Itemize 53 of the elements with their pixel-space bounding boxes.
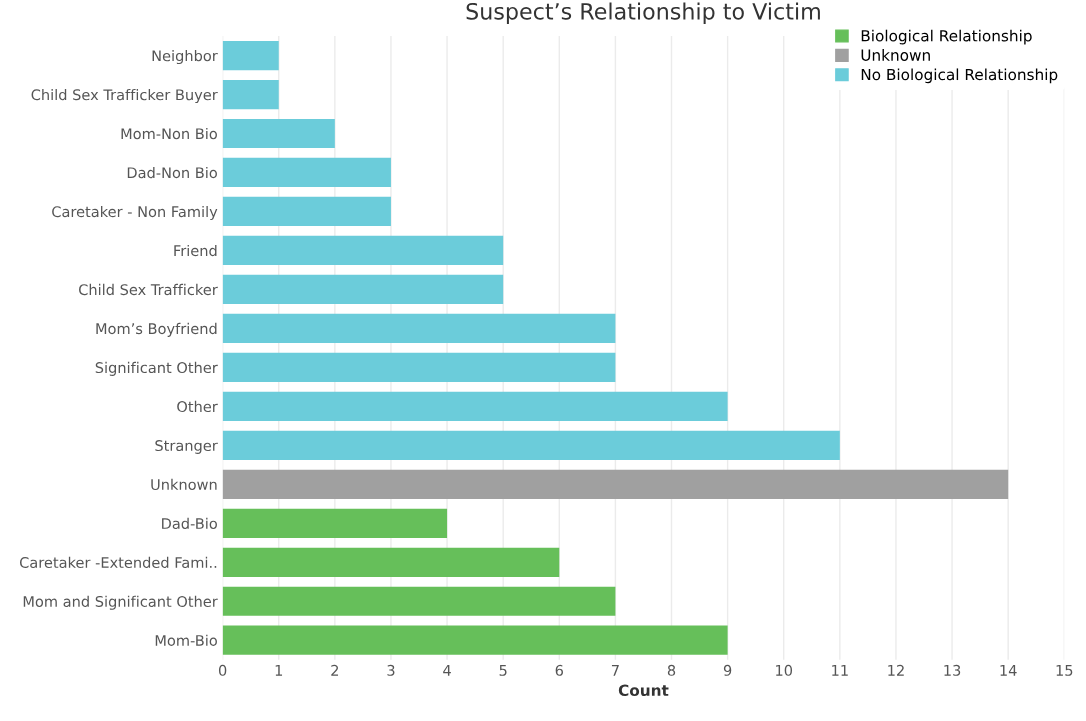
bar	[222, 274, 504, 305]
bar	[222, 157, 391, 188]
y-tick-label: Unknown	[151, 478, 217, 491]
x-tick-label: 6	[555, 664, 564, 676]
bar	[222, 352, 616, 382]
y-tick-label: Other	[177, 400, 218, 413]
y-tick-label: Mom-Bio	[155, 634, 217, 646]
y-tick-label: Dad-Bio	[162, 517, 217, 530]
legend-label: No Biological Relationship	[861, 68, 1058, 84]
x-tick-label: 0	[218, 664, 227, 676]
x-tick-label: 2	[331, 664, 339, 676]
bar	[222, 508, 448, 538]
x-tick-label: 9	[723, 664, 732, 676]
x-tick-label: 10	[776, 664, 793, 676]
bar	[222, 79, 279, 110]
y-tick-label: Mom’s Boyfriend	[96, 322, 217, 337]
bar	[222, 313, 616, 344]
bar	[222, 196, 391, 227]
y-tick-label: Neighbor	[152, 50, 218, 65]
bar	[222, 586, 616, 616]
y-tick-label: Caretaker - Non Family	[52, 205, 218, 221]
y-tick-label: Friend	[174, 244, 217, 257]
y-tick-label: Dad-Non Bio	[127, 166, 217, 179]
bar	[222, 430, 840, 460]
bar	[222, 118, 335, 149]
y-tick-label: Mom and Significant Other	[23, 595, 218, 610]
x-tick-label: 12	[888, 664, 904, 676]
x-tick-label: 7	[611, 665, 619, 676]
y-tick-label: Significant Other	[95, 361, 218, 376]
legend-label: Biological Relationship	[861, 29, 1032, 45]
x-tick-label: 11	[832, 665, 848, 676]
x-tick-label: 1	[275, 665, 283, 676]
bar	[222, 547, 560, 577]
x-tick-label: 15	[1056, 665, 1073, 676]
x-tick-label: 14	[1000, 665, 1017, 676]
bar	[222, 40, 279, 71]
bar	[222, 235, 504, 266]
x-axis-title: Count	[618, 684, 669, 697]
y-tick-label: Stranger	[155, 440, 218, 454]
bar	[222, 469, 1009, 499]
y-tick-label: Child Sex Trafficker Buyer	[31, 88, 218, 104]
legend-label: Unknown	[861, 49, 930, 61]
x-tick-label: 4	[443, 665, 451, 676]
bar	[222, 391, 728, 421]
y-tick-label: Child Sex Trafficker	[79, 283, 218, 296]
y-tick-label: Caretaker -Extended Fami..	[19, 556, 217, 569]
x-tick-label: 8	[667, 664, 676, 676]
x-tick-label: 5	[499, 665, 507, 676]
y-tick-label: Mom-Non Bio	[121, 127, 217, 140]
x-tick-label: 3	[387, 664, 395, 676]
x-tick-label: 13	[944, 664, 961, 676]
bar	[222, 625, 728, 655]
chart-title: Suspect’s Relationship to Victim	[466, 2, 820, 24]
